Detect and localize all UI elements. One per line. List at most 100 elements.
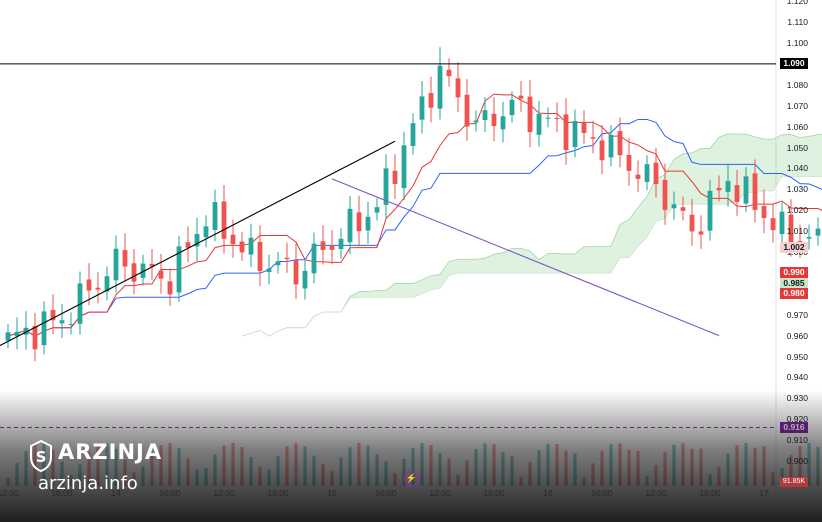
volume-bar (141, 466, 145, 486)
candle-body (275, 261, 281, 266)
volume-bar (546, 443, 550, 486)
candle-body (59, 320, 65, 324)
cloud-span-a (241, 133, 822, 337)
volume-label: 91.85K (780, 477, 808, 487)
candle-body (176, 246, 182, 293)
time-tick-label: 06:00 (375, 488, 397, 498)
volume-bar (393, 473, 397, 486)
candle-body (149, 263, 155, 267)
price-tick-label: 1.030 (786, 184, 808, 195)
candle-body (716, 187, 722, 191)
volume-bar (240, 447, 244, 486)
candle-body (50, 309, 56, 321)
candle-body (410, 123, 416, 147)
volume-bar (348, 447, 352, 486)
volume-bar (753, 447, 757, 486)
volume-bar (735, 445, 739, 486)
volume-bar (609, 444, 613, 486)
volume-bar (447, 458, 451, 486)
volume-bar (573, 453, 577, 486)
candle-body (635, 174, 641, 179)
volume-bar (303, 446, 307, 486)
price-tick-label: 1.050 (786, 142, 808, 153)
candle-body (536, 113, 542, 135)
volume-bar (375, 454, 379, 486)
candle-body (230, 234, 236, 245)
volume-bar (24, 450, 28, 486)
candle-body (392, 170, 398, 185)
candle-body (113, 248, 119, 281)
price-tick-label: 1.040 (786, 163, 808, 174)
volume-bar (717, 466, 721, 486)
volume-bar (483, 443, 487, 486)
trendline (0, 140, 396, 347)
candle-body (365, 216, 371, 231)
candle-body (617, 131, 623, 156)
volume-bar (501, 451, 505, 486)
candle-body (590, 137, 596, 139)
candle-body (698, 231, 704, 235)
volume-bar (663, 452, 667, 486)
candle-body (455, 78, 461, 98)
price-tick-label: 0.910 (786, 435, 808, 446)
candle-body (491, 113, 497, 127)
candle-body (608, 134, 614, 158)
volume-bar (168, 443, 172, 486)
time-tick-label: 12:00 (0, 488, 19, 498)
arzinja-logo-icon: S (30, 440, 52, 472)
candle-body (473, 120, 479, 123)
volume-bar (429, 444, 433, 486)
candle-body (95, 287, 101, 290)
volume-bar (456, 474, 460, 486)
candle-body (248, 237, 254, 255)
candle-body (23, 327, 29, 335)
candle-body (104, 276, 110, 292)
cloud-bullish (242, 133, 822, 337)
candle-body (806, 236, 812, 239)
time-tick-label: 12:00 (645, 488, 667, 498)
price-tick-label: 1.060 (786, 121, 808, 132)
candle-body (32, 326, 38, 350)
candle-body (428, 93, 434, 108)
cloud-span-b (241, 176, 822, 337)
candle-body (752, 173, 758, 210)
volume-bar (285, 446, 289, 486)
trendline (331, 178, 720, 337)
candle-body (5, 332, 11, 341)
candle-body (329, 245, 335, 250)
candle-body (167, 281, 173, 295)
volume-bar (591, 463, 595, 486)
candle-body (743, 176, 749, 204)
candle-body (212, 202, 218, 231)
volume-bar (519, 476, 523, 486)
volume-bar (771, 472, 775, 486)
candle-body (257, 241, 263, 271)
time-tick-label: 18:00 (267, 488, 289, 498)
candle-body (653, 162, 659, 185)
candle-body (347, 208, 353, 243)
volume-bar (420, 443, 424, 486)
volume-bar (726, 453, 730, 486)
candle-body (779, 211, 785, 235)
lightning-icon[interactable]: ⚡ (404, 471, 419, 486)
volume-bar (816, 446, 820, 486)
volume-bar (465, 460, 469, 486)
candle-body (545, 117, 551, 119)
candle-body (671, 204, 677, 209)
candle-body (374, 207, 380, 213)
candle-body (86, 279, 92, 291)
volume-bar (276, 455, 280, 486)
volume-bar (339, 457, 343, 486)
time-tick-label: 06:00 (591, 488, 613, 498)
volume-bar (6, 478, 10, 486)
volume-bar (636, 450, 640, 486)
volume-bar (645, 475, 649, 486)
volume-bar (330, 471, 334, 486)
volume-bar (600, 451, 604, 486)
time-tick-label: 12:00 (213, 488, 235, 498)
price-marker-label: 1.002 (780, 242, 808, 254)
conversion-line (7, 93, 822, 337)
candle-body (401, 145, 407, 189)
price-marker-label: 1.090 (780, 58, 808, 70)
